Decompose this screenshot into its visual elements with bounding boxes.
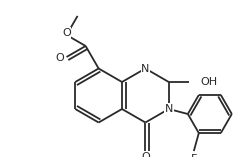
Text: N: N xyxy=(141,63,150,73)
Text: O: O xyxy=(55,53,64,63)
Text: O: O xyxy=(141,152,150,157)
Text: N: N xyxy=(165,104,173,114)
Text: OH: OH xyxy=(201,77,218,87)
Text: O: O xyxy=(62,28,71,38)
Text: F: F xyxy=(191,154,197,157)
